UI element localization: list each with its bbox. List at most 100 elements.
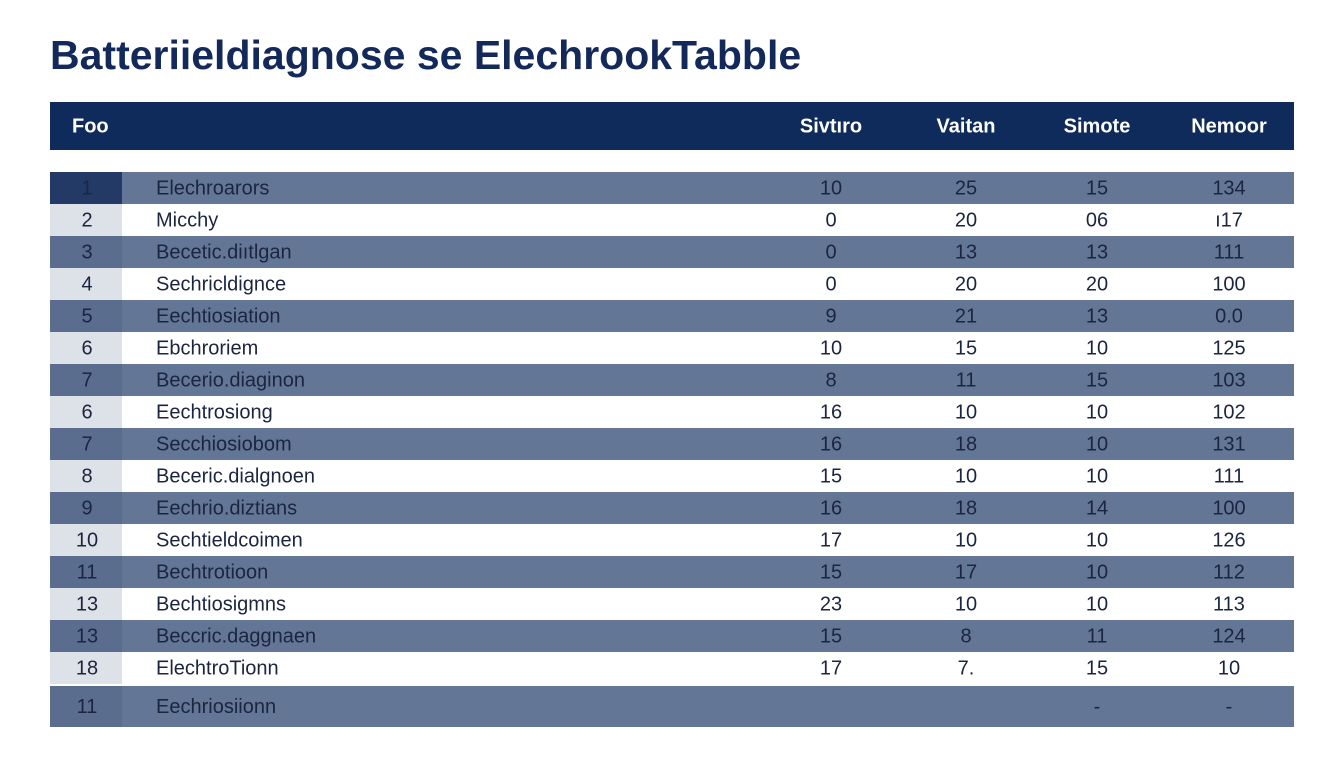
cell-value: 10 [1086, 401, 1108, 423]
row-name: Micchy [156, 209, 218, 231]
column-header: Sivtıro [800, 115, 862, 137]
cell-value: 9 [825, 305, 836, 327]
cell-value: 10 [1086, 561, 1108, 583]
row-name: Becetic.diıtlgan [156, 241, 292, 263]
cell-value: 16 [820, 433, 842, 455]
cell-value: 25 [955, 177, 977, 199]
table-header [50, 102, 1294, 150]
table-row [50, 428, 1294, 460]
table-row [50, 364, 1294, 396]
row-name: Elechroarors [156, 177, 269, 199]
cell-value: 18 [955, 497, 977, 519]
row-index: 1 [81, 177, 92, 199]
row-name: ElechtroTionn [156, 657, 279, 679]
cell-value: 8 [825, 369, 836, 391]
cell-value: 15 [820, 465, 842, 487]
row-name: Sechtieldcoimen [156, 529, 303, 551]
cell-value: 0 [825, 241, 836, 263]
cell-value: 113 [1213, 593, 1245, 615]
row-index: 11 [77, 561, 98, 583]
cell-value: 134 [1212, 177, 1245, 199]
cell-value: 20 [955, 209, 977, 231]
cell-value: 112 [1213, 561, 1245, 583]
index-cell [50, 588, 122, 620]
row-name: Secchiosiobom [156, 433, 292, 455]
index-cell [50, 172, 122, 204]
cell-value: 0 [825, 209, 836, 231]
index-cell [50, 204, 122, 236]
cell-value: 15 [1086, 657, 1108, 679]
table-row [50, 524, 1294, 556]
row-name: Eechtrosiong [156, 401, 273, 423]
row-index: 4 [81, 273, 92, 295]
cell-value: 15 [820, 561, 842, 583]
row-name: Eechrio.diztians [156, 497, 297, 519]
cell-value: 126 [1212, 529, 1245, 551]
cell-value: 20 [1086, 273, 1108, 295]
row-index: 13 [76, 593, 98, 615]
column-header: Simote [1064, 115, 1131, 137]
table-row [50, 300, 1294, 332]
index-cell [50, 364, 122, 396]
index-cell [50, 428, 122, 460]
table-row [50, 332, 1294, 364]
cell-value: 15 [1086, 369, 1108, 391]
table-row [50, 492, 1294, 524]
cell-value: 17 [820, 657, 842, 679]
table-row [50, 588, 1294, 620]
cell-value: 131 [1212, 433, 1245, 455]
index-cell [50, 524, 122, 556]
cell-value: - [1094, 696, 1101, 718]
index-cell [50, 492, 122, 524]
row-name: Eechriosiionn [156, 696, 276, 718]
cell-value: 10 [1086, 337, 1108, 359]
cell-value: 10 [820, 337, 842, 359]
row-name: Eechtiosiation [156, 305, 281, 327]
row-name: Beccric.daggnaen [156, 625, 316, 647]
cell-value: 16 [820, 497, 842, 519]
cell-value: 14 [1086, 497, 1108, 519]
index-cell [50, 686, 122, 727]
table-row [50, 236, 1294, 268]
cell-value: 10 [1086, 465, 1108, 487]
cell-value: 125 [1212, 337, 1245, 359]
row-index: 8 [81, 465, 92, 487]
cell-value: - [1226, 696, 1233, 718]
cell-value: 10 [1218, 657, 1240, 679]
cell-value: 18 [955, 433, 977, 455]
index-cell [50, 556, 122, 588]
row-index: 6 [81, 337, 92, 359]
cell-value: 100 [1212, 497, 1245, 519]
row-index: 18 [76, 657, 98, 679]
cell-value: 111 [1214, 241, 1244, 263]
row-index: 3 [81, 241, 92, 263]
cell-value: 124 [1212, 625, 1245, 647]
cell-value: 10 [1086, 593, 1108, 615]
column-header: Nemoor [1191, 115, 1267, 137]
row-index: 13 [76, 625, 98, 647]
cell-value: 20 [955, 273, 977, 295]
row-name: Sechricldignce [156, 273, 286, 295]
cell-value: 103 [1212, 369, 1245, 391]
table-row [50, 396, 1294, 428]
table-row [50, 556, 1294, 588]
cell-value: 17 [820, 529, 842, 551]
table-row [50, 460, 1294, 492]
table-row [50, 268, 1294, 300]
cell-value: 10 [955, 465, 977, 487]
cell-value: 15 [955, 337, 977, 359]
cell-value: 10 [1086, 433, 1108, 455]
index-cell [50, 396, 122, 428]
page-title: Batteriieldiagnose se ElechrookTabble [50, 32, 801, 78]
cell-value: 0.0 [1215, 305, 1243, 327]
cell-value: 13 [955, 241, 977, 263]
table-row [50, 172, 1294, 204]
table-row [50, 686, 1294, 727]
row-index: 5 [81, 305, 92, 327]
row-name: Bechtrotioon [156, 561, 268, 583]
cell-value: 0 [825, 273, 836, 295]
index-cell [50, 652, 122, 684]
table-row [50, 204, 1294, 236]
cell-value: 10 [1086, 529, 1108, 551]
